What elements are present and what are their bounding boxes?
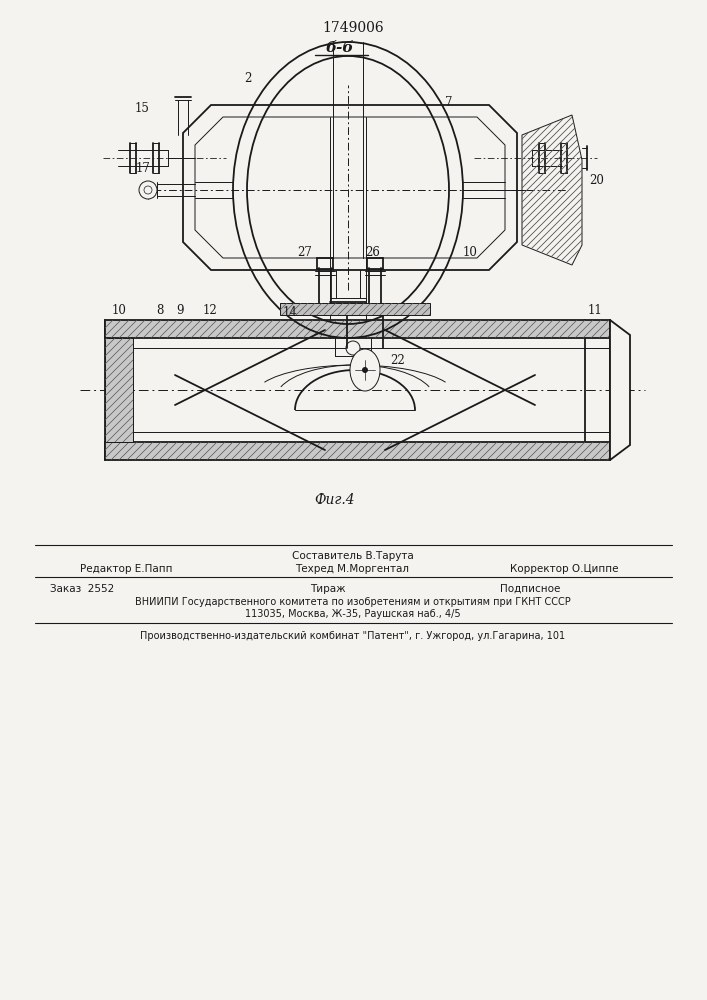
- Text: Корректор О.Циппе: Корректор О.Циппе: [510, 564, 619, 574]
- Text: Составитель В.Тарута: Составитель В.Тарута: [292, 551, 414, 561]
- Text: 17: 17: [136, 161, 151, 174]
- Text: 113035, Москва, Ж-35, Раушская наб., 4/5: 113035, Москва, Ж-35, Раушская наб., 4/5: [245, 609, 461, 619]
- Text: Производственно-издательский комбинат "Патент", г. Ужгород, ул.Гагарина, 101: Производственно-издательский комбинат "П…: [141, 631, 566, 641]
- Bar: [105, 320, 610, 338]
- Text: б-б: б-б: [326, 41, 354, 55]
- Text: ВНИИПИ Государственного комитета по изобретениям и открытиям при ГКНТ СССР: ВНИИПИ Государственного комитета по изоб…: [135, 597, 571, 607]
- Text: 10: 10: [462, 245, 477, 258]
- Text: 1749006: 1749006: [322, 21, 384, 35]
- Text: Тираж: Тираж: [310, 584, 346, 594]
- Text: 26: 26: [366, 246, 380, 259]
- Text: 2: 2: [245, 73, 252, 86]
- Text: 14: 14: [283, 306, 298, 318]
- Text: Техред М.Моргентал: Техред М.Моргентал: [295, 564, 409, 574]
- Text: 20: 20: [589, 174, 604, 186]
- Ellipse shape: [350, 349, 380, 391]
- Text: 11: 11: [588, 304, 602, 316]
- Bar: [280, 303, 430, 315]
- Circle shape: [139, 181, 157, 199]
- Text: 12: 12: [203, 304, 217, 316]
- Polygon shape: [610, 320, 630, 460]
- Text: Редактор Е.Папп: Редактор Е.Папп: [80, 564, 173, 574]
- Bar: [280, 303, 430, 315]
- Text: 9: 9: [176, 304, 184, 316]
- Text: 15: 15: [134, 102, 149, 114]
- Text: Фиг.4: Фиг.4: [315, 493, 356, 507]
- Text: 22: 22: [390, 354, 404, 366]
- Bar: [105, 442, 610, 460]
- Text: 8: 8: [156, 304, 164, 316]
- Text: 7: 7: [445, 96, 452, 108]
- Text: Фиг.3: Фиг.3: [310, 321, 350, 335]
- Bar: [105, 442, 610, 460]
- Bar: [105, 320, 610, 338]
- Circle shape: [362, 367, 368, 373]
- Text: 10: 10: [112, 304, 127, 316]
- Text: Подписное: Подписное: [500, 584, 561, 594]
- Circle shape: [346, 341, 360, 355]
- Bar: [105, 338, 133, 442]
- Bar: [105, 338, 133, 442]
- Text: Заказ  2552: Заказ 2552: [50, 584, 115, 594]
- Text: 27: 27: [298, 246, 312, 259]
